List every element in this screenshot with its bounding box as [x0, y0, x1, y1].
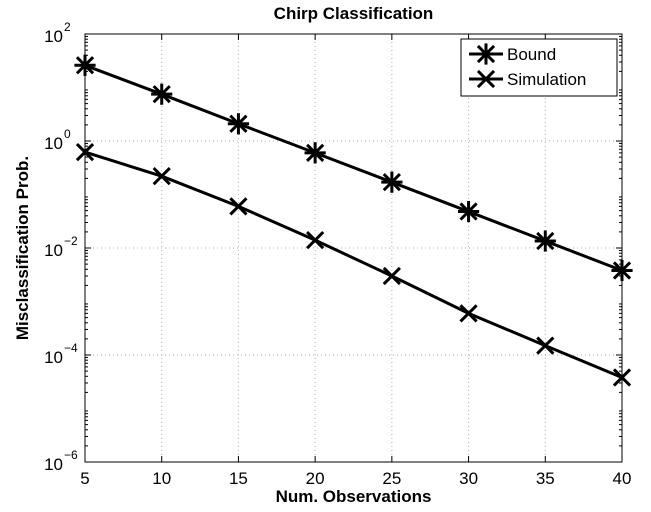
- y-tick-exponent: −2: [64, 234, 78, 248]
- y-tick-exponent: 2: [64, 20, 71, 34]
- data-point: [152, 167, 171, 186]
- x-tick-label: 35: [536, 469, 555, 488]
- data-point: [75, 142, 95, 162]
- y-tick-exponent: −4: [64, 341, 78, 355]
- data-point: [227, 113, 250, 135]
- data-point: [381, 171, 403, 193]
- series-line: [84, 63, 623, 272]
- x-tick-label: 40: [613, 469, 632, 488]
- data-point: [229, 197, 248, 216]
- legend-label: Simulation: [507, 70, 586, 89]
- x-marker: [476, 69, 496, 89]
- data-point: [611, 259, 633, 282]
- asterisk-marker: [475, 43, 497, 65]
- y-tick-label: 10: [44, 455, 63, 474]
- data-point: [382, 266, 401, 286]
- data-point: [534, 230, 556, 252]
- series-bound: [74, 54, 633, 282]
- x-axis-title: Num. Observations: [276, 487, 432, 506]
- y-tick-label: 10: [44, 348, 63, 367]
- x-tick-label: 5: [80, 469, 89, 488]
- data-point: [536, 336, 555, 355]
- series-simulation: [75, 142, 632, 387]
- y-tick-exponent: 0: [64, 127, 71, 141]
- grid: [85, 34, 622, 462]
- data-point: [457, 200, 480, 223]
- x-tick-label: 20: [306, 469, 325, 488]
- x-tick-label: 15: [229, 469, 248, 488]
- x-tick-label: 25: [382, 469, 401, 488]
- data-point: [459, 304, 478, 323]
- y-tick-label: 10: [44, 134, 63, 153]
- data-point: [612, 368, 632, 387]
- data-point: [74, 54, 96, 76]
- chart-title: Chirp Classification: [274, 4, 434, 23]
- y-tick-exponent: −6: [64, 448, 78, 462]
- series-line: [84, 150, 623, 379]
- y-axis-title: Misclassification Prob.: [13, 156, 32, 340]
- data-point: [304, 142, 326, 164]
- y-tick-label: 10: [44, 241, 63, 260]
- data-point: [306, 231, 325, 250]
- x-tick-label: 30: [459, 469, 478, 488]
- legend: Bound Simulation: [460, 38, 618, 97]
- x-tick-label: 10: [152, 469, 171, 488]
- series: [74, 54, 633, 387]
- y-tick-label: 10: [44, 27, 63, 46]
- legend-label: Bound: [507, 45, 556, 64]
- data-point: [151, 83, 173, 105]
